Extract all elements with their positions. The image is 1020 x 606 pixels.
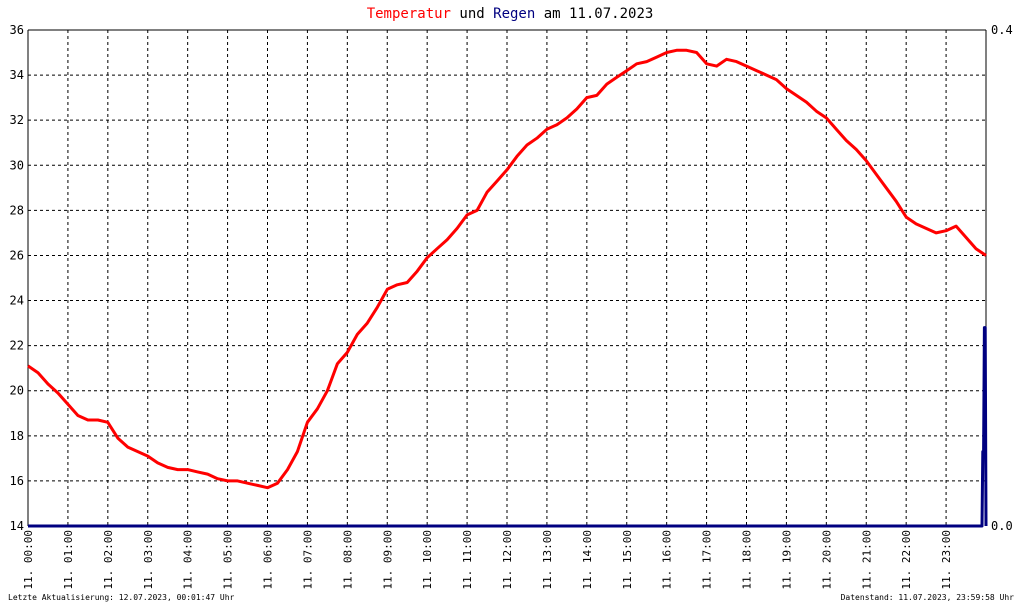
x-tick-label: 11. 16:00	[661, 530, 674, 590]
x-tick-label: 11. 09:00	[381, 530, 394, 590]
x-tick-label: 11. 06:00	[262, 530, 275, 590]
y-tick-label-right: 0.4	[991, 23, 1013, 37]
y-tick-label-left: 16	[10, 474, 24, 488]
y-tick-label-left: 28	[10, 203, 24, 217]
x-tick-label: 11. 20:00	[820, 530, 833, 590]
y-tick-label-left: 14	[10, 519, 24, 533]
title-temperature: Temperatur	[367, 6, 451, 22]
y-tick-label-left: 26	[10, 248, 24, 262]
y-tick-label-left: 22	[10, 339, 24, 353]
x-axis-ticks: 11. 00:00 11. 01:00 11. 02:00 11. 03:00 11. …	[22, 530, 953, 590]
x-tick-label: 11. 22:00	[900, 530, 913, 590]
y-axis-left-ticks: 14 16 18 20 22 24 26 28 30 32 34 36	[10, 23, 24, 533]
title-and: und	[451, 6, 493, 22]
y-tick-label-right: 0.0	[991, 519, 1013, 533]
x-tick-label: 11. 14:00	[581, 530, 594, 590]
chart-title: Temperatur und Regen am 11.07.2023	[367, 6, 654, 22]
x-tick-label: 11. 17:00	[701, 530, 714, 590]
grid	[28, 30, 986, 526]
x-tick-label: 11. 07:00	[301, 530, 314, 590]
y-tick-label-left: 20	[10, 384, 24, 398]
title-date: am 11.07.2023	[535, 6, 653, 22]
temperature-rain-chart: Temperatur und Regen am 11.07.2023 14161…	[10, 6, 1013, 590]
x-tick-label: 11. 23:00	[940, 530, 953, 590]
x-tick-label: 11. 02:00	[102, 530, 115, 590]
x-tick-label: 11. 00:00	[22, 530, 35, 590]
x-tick-label: 11. 19:00	[780, 530, 793, 590]
x-tick-label: 11. 04:00	[182, 530, 195, 590]
y-tick-label-left: 24	[10, 294, 24, 308]
y-tick-label-left: 30	[10, 158, 24, 172]
x-tick-label: 11. 11:00	[461, 530, 474, 590]
rain-series-line	[28, 326, 988, 528]
y-tick-label-left: 36	[10, 23, 24, 37]
y-tick-label-left: 34	[10, 68, 24, 82]
x-tick-label: 11. 03:00	[142, 530, 155, 590]
x-tick-label: 11. 01:00	[62, 530, 75, 590]
x-tick-label: 11. 21:00	[860, 530, 873, 590]
temperature-series-line	[27, 48, 987, 490]
y-axis-right-ticks: 0.0 0.4	[991, 23, 1013, 533]
y-tick-label-left: 32	[10, 113, 24, 127]
x-tick-label: 11. 18:00	[741, 530, 754, 590]
title-rain: Regen	[493, 6, 535, 22]
x-tick-label: 11. 15:00	[621, 530, 634, 590]
x-tick-label: 11. 05:00	[222, 530, 235, 590]
series-group	[27, 48, 988, 528]
x-tick-label: 11. 12:00	[501, 530, 514, 590]
x-tick-label: 11. 08:00	[341, 530, 354, 590]
x-tick-label: 11. 10:00	[421, 530, 434, 590]
footer-data-state: Datenstand: 11.07.2023, 23:59:58 Uhr	[840, 593, 1014, 602]
x-tick-label: 11. 13:00	[541, 530, 554, 590]
y-tick-label-left: 18	[10, 429, 24, 443]
footer-last-update: Letzte Aktualisierung: 12.07.2023, 00:01…	[8, 593, 235, 602]
